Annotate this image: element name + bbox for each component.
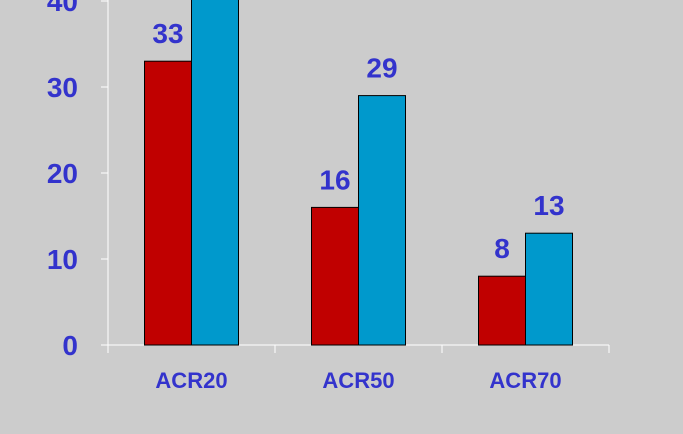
y-tick-label: 10 (47, 244, 78, 275)
bar-series-1-acr50 (311, 206, 359, 346)
bar-series-2-acr70 (525, 232, 573, 346)
data-label: 33 (152, 18, 183, 49)
x-category-label: ACR50 (322, 368, 394, 393)
bar-series-2-acr50 (358, 95, 406, 346)
bar-series-2-acr20 (191, 0, 239, 346)
data-label: 16 (319, 164, 350, 195)
y-tick-label: 40 (47, 0, 78, 17)
data-label: 8 (494, 233, 510, 264)
x-category-label: ACR70 (489, 368, 561, 393)
y-tick-label: 0 (62, 330, 78, 361)
x-category-label: ACR20 (155, 368, 227, 393)
y-tick-label: 30 (47, 72, 78, 103)
bars (144, 0, 573, 346)
data-label: 13 (533, 190, 564, 221)
data-label: 29 (366, 53, 397, 84)
y-tick-label: 20 (47, 158, 78, 189)
bar-series-1-acr20 (144, 60, 192, 346)
bar-series-1-acr70 (478, 275, 526, 346)
labels: ACR20 ACR50 ACR70 33 16 29 8 13 (152, 18, 564, 393)
